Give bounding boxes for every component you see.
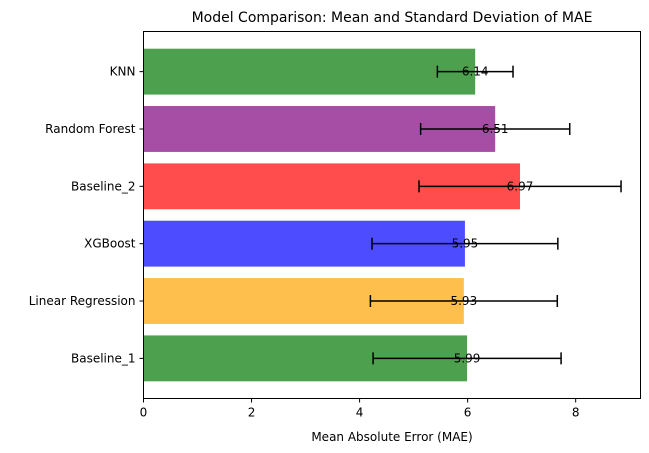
- plot-frame: [143, 31, 641, 399]
- y-tick-label: Baseline_2: [71, 179, 136, 193]
- x-tick-label: 4: [356, 406, 364, 420]
- data-label: 5.95: [452, 237, 479, 251]
- y-tick-label: Random Forest: [45, 122, 136, 136]
- chart-title: Model Comparison: Mean and Standard Devi…: [192, 10, 593, 26]
- data-label: 6.14: [462, 65, 489, 79]
- y-tick-label: Linear Regression: [29, 294, 136, 308]
- y-tick-label: Baseline_1: [71, 351, 136, 365]
- bar: [143, 48, 476, 95]
- y-tick-label: KNN: [110, 65, 136, 79]
- y-tick-label: XGBoost: [84, 237, 136, 251]
- x-tick-label: 2: [248, 406, 256, 420]
- x-axis-label: Mean Absolute Error (MAE): [311, 430, 472, 444]
- x-tick-label: 0: [140, 406, 148, 420]
- data-label: 5.93: [450, 294, 477, 308]
- x-tick-label: 6: [464, 406, 472, 420]
- plot-area: 5.99 Baseline_1 5.93 Linear Regression 5.95 X…: [29, 48, 622, 420]
- data-label: 6.51: [482, 122, 509, 136]
- x-tick-label: 8: [572, 406, 580, 420]
- data-label: 6.97: [507, 179, 534, 193]
- data-label: 5.99: [454, 351, 481, 365]
